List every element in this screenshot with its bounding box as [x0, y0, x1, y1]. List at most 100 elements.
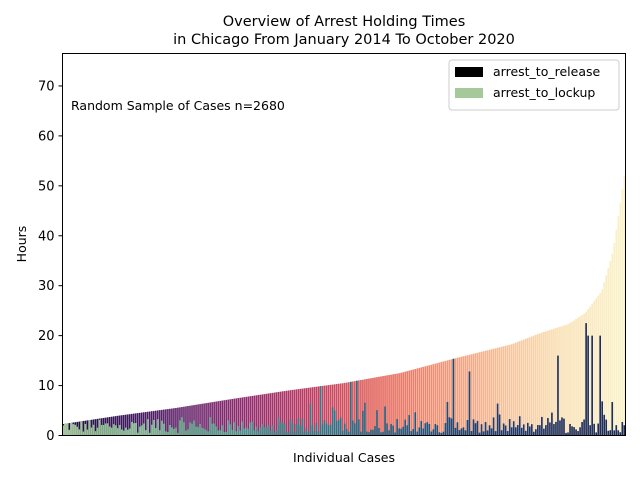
lockup-bar: [482, 431, 485, 436]
release-bar: [464, 355, 467, 436]
lockup-bar: [185, 430, 187, 436]
lockup-bar: [142, 423, 145, 436]
lockup-bar: [305, 428, 308, 436]
lockup-bar: [331, 407, 334, 436]
lockup-bar: [128, 428, 131, 436]
lockup-bar: [356, 380, 358, 436]
release-bar: [128, 414, 131, 436]
release-bar: [233, 398, 236, 436]
lockup-bar: [159, 430, 161, 436]
lockup-bar: [418, 427, 421, 436]
lockup-bars-group: [62, 323, 626, 436]
lockup-bar: [510, 427, 513, 436]
lockup-bar: [191, 423, 193, 436]
lockup-bar: [346, 429, 348, 436]
lockup-bar: [237, 425, 240, 436]
release-bar: [498, 347, 501, 436]
lockup-bar: [428, 424, 431, 436]
lockup-bar: [543, 428, 545, 436]
lockup-bar: [398, 428, 400, 436]
legend-swatch-lockup: [455, 88, 483, 98]
release-bar: [154, 410, 157, 436]
release-bar: [291, 389, 294, 436]
lockup-bar: [585, 323, 587, 436]
y-axis-label: Hours: [14, 226, 29, 263]
lockup-bar: [177, 432, 179, 436]
lockup-bar: [535, 429, 537, 436]
release-bar: [283, 391, 286, 436]
lockup-bar: [233, 422, 236, 436]
lockup-bar: [70, 422, 73, 436]
lockup-bar: [410, 431, 412, 436]
release-bar: [273, 392, 276, 436]
lockup-bar: [458, 430, 461, 436]
release-bar: [285, 390, 288, 436]
release-bar: [396, 373, 398, 436]
release-bar: [376, 377, 378, 436]
legend-swatch-release: [455, 67, 483, 77]
release-bar: [589, 306, 591, 436]
release-bar: [607, 268, 610, 436]
release-bar: [386, 375, 388, 436]
lockup-bar: [122, 430, 125, 436]
lockup-bar: [339, 417, 342, 436]
release-bar: [454, 358, 457, 436]
release-bar: [126, 414, 129, 436]
release-bar: [173, 408, 175, 436]
lockup-bar: [303, 431, 306, 436]
lockup-bar: [533, 431, 535, 436]
release-bar: [108, 417, 111, 436]
lockup-bar: [313, 430, 316, 436]
lockup-bar: [297, 418, 300, 436]
release-bar: [410, 370, 412, 436]
lockup-bar: [163, 423, 165, 436]
release-bar: [313, 386, 316, 436]
lockup-bar: [412, 429, 415, 436]
lockup-bar: [291, 423, 294, 436]
lockup-bar: [181, 417, 183, 436]
lockup-bar: [102, 424, 105, 436]
release-bar: [402, 372, 404, 436]
lockup-bar: [193, 420, 195, 436]
release-bar: [275, 392, 278, 436]
release-bar: [251, 395, 254, 436]
lockup-bar: [438, 432, 441, 436]
lockup-bar: [197, 427, 199, 436]
lockup-bar: [452, 358, 455, 436]
release-bar: [416, 368, 419, 436]
release-bar: [299, 388, 302, 436]
release-bar: [120, 415, 123, 436]
release-bar: [466, 355, 469, 436]
lockup-bar: [219, 430, 221, 436]
release-bar: [442, 361, 445, 436]
release-bar: [205, 403, 207, 436]
lockup-bar: [595, 432, 597, 436]
lockup-bar: [490, 428, 493, 436]
release-bar: [378, 376, 380, 436]
lockup-bar: [466, 420, 469, 436]
release-bar: [553, 328, 555, 436]
release-bar: [193, 405, 195, 436]
release-bar: [297, 389, 300, 436]
release-bar: [150, 411, 153, 436]
lockup-bar: [319, 386, 322, 436]
y-tick-label: 10: [38, 379, 55, 394]
lockup-bar: [350, 381, 352, 436]
release-bar: [545, 331, 547, 436]
lockup-bar: [573, 427, 575, 436]
release-bar: [581, 315, 583, 436]
release-bar: [621, 189, 624, 436]
release-bar: [211, 402, 213, 436]
lockup-bar: [571, 426, 573, 436]
release-bar: [360, 380, 362, 436]
lockup-bar: [307, 432, 310, 436]
release-bar: [267, 393, 270, 436]
release-bar: [253, 395, 256, 436]
lockup-bar: [165, 431, 167, 436]
release-bar: [615, 229, 618, 436]
lockup-bar: [263, 427, 266, 436]
release-bar: [408, 370, 410, 436]
release-bar: [171, 408, 173, 436]
release-bar: [374, 377, 376, 436]
lockup-bar: [569, 423, 571, 436]
